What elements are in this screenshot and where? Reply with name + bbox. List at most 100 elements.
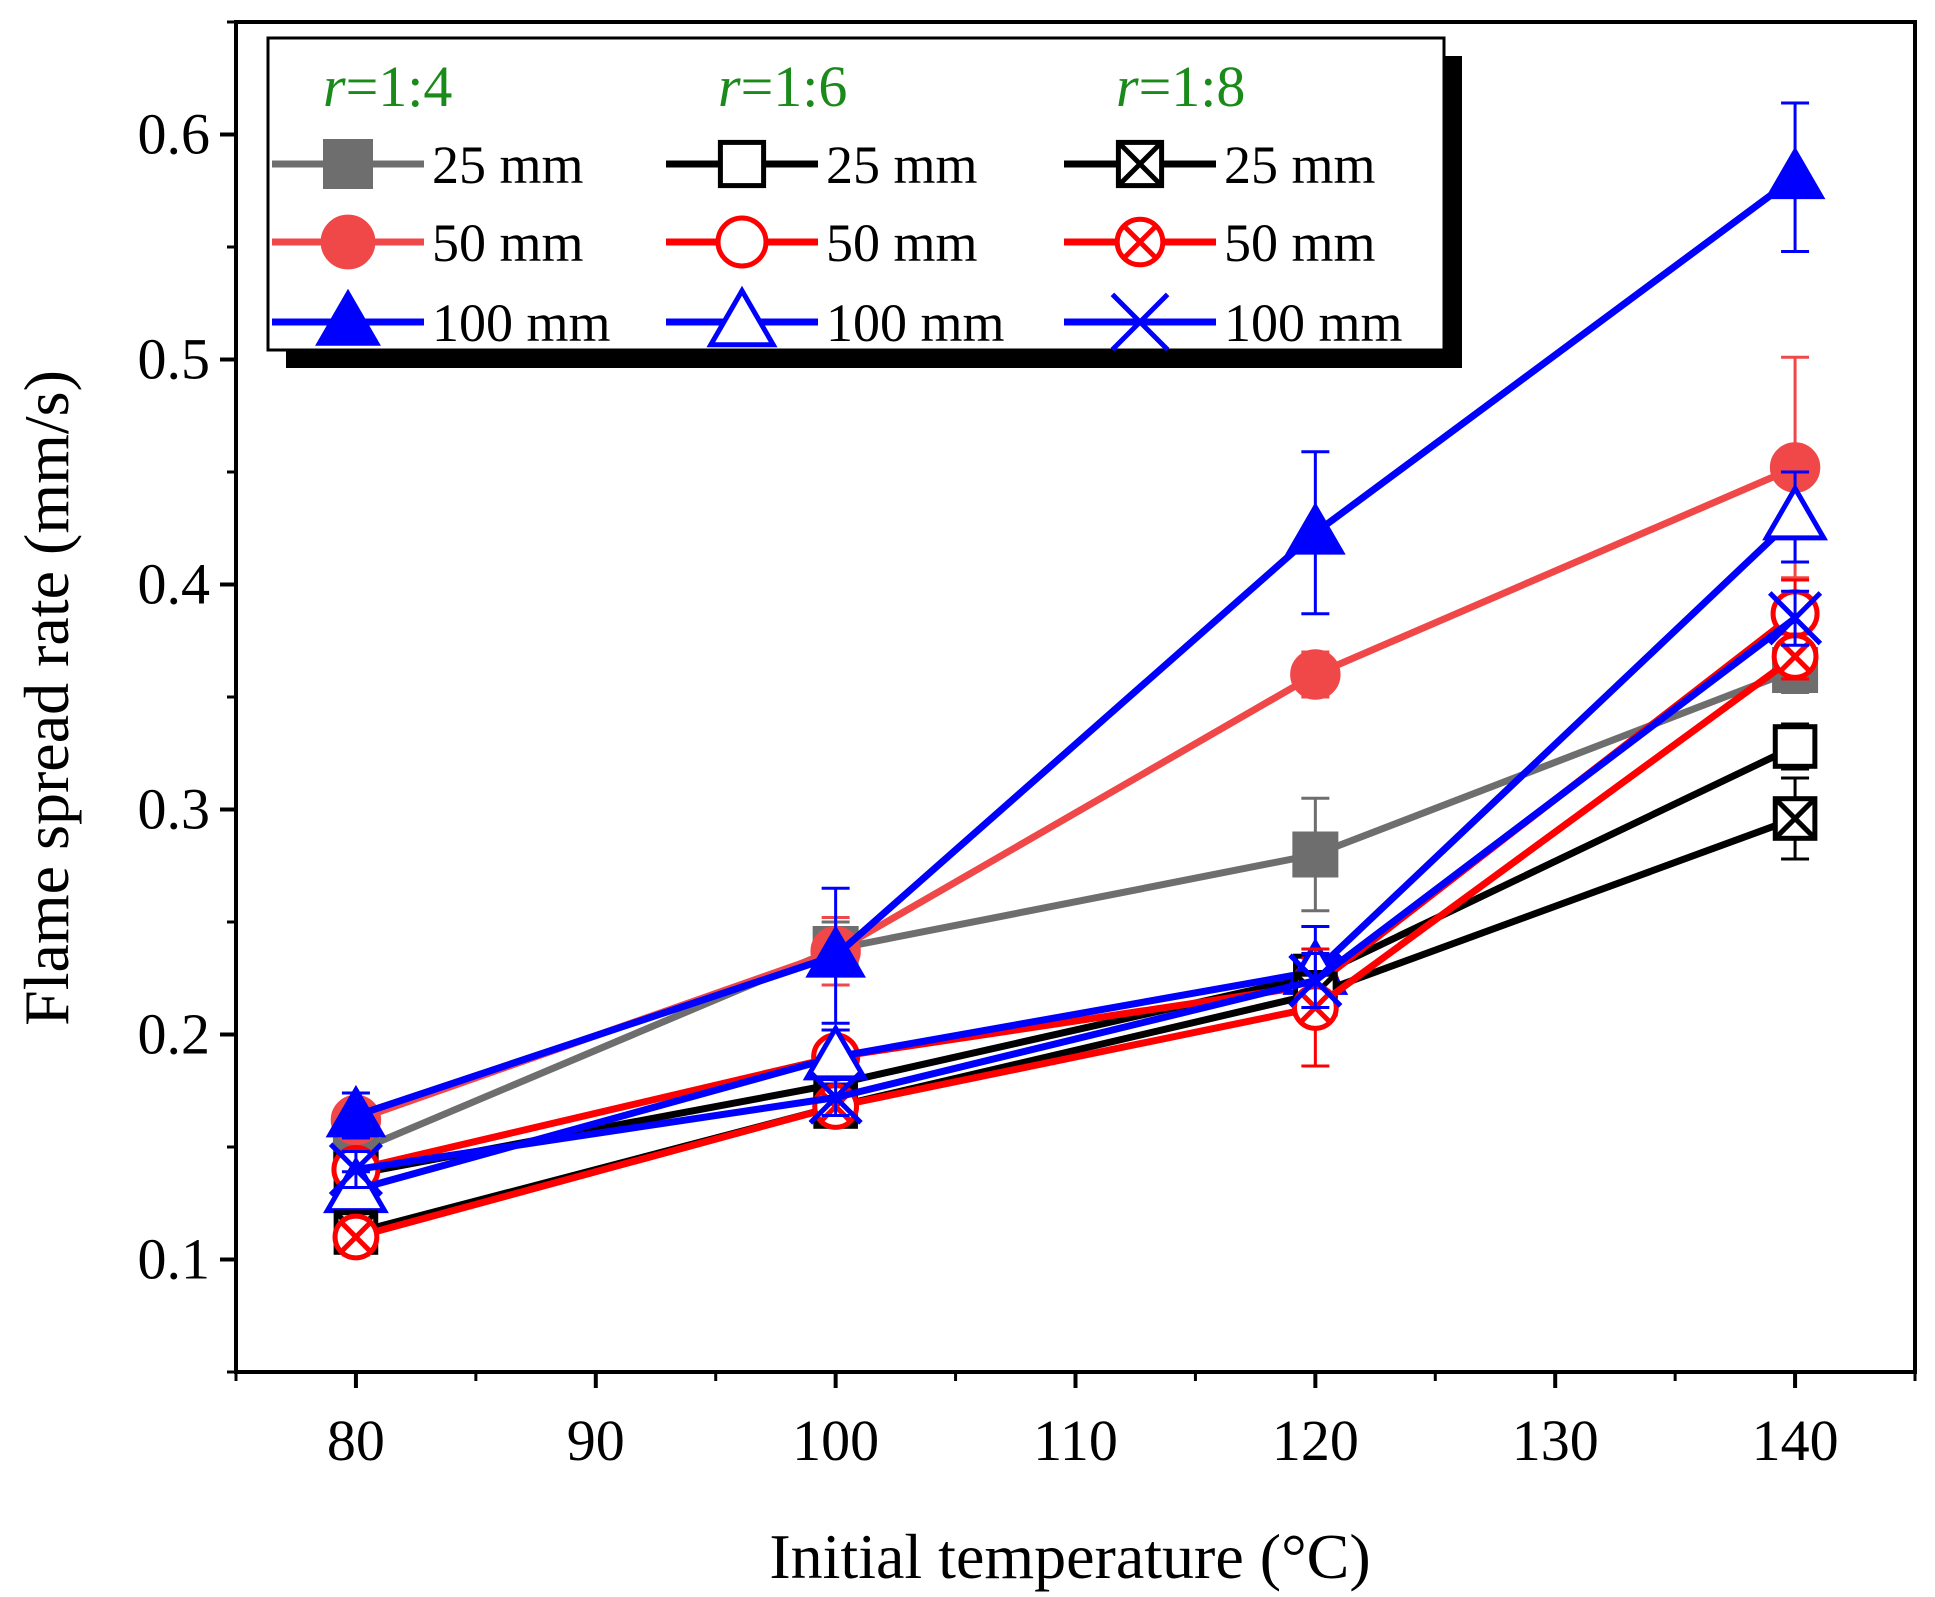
square-marker-shape	[323, 139, 373, 189]
triangle-marker-shape	[315, 288, 381, 346]
triangle-marker-shape	[325, 1084, 387, 1138]
legend-item: 50 mm	[1064, 213, 1376, 273]
y-tick-label: 0.2	[138, 1002, 211, 1067]
x-axis-title: Initial temperature (°C)	[769, 1521, 1370, 1592]
x-tick-label: 130	[1512, 1408, 1599, 1473]
legend-label: 100 mm	[432, 293, 611, 353]
data-point	[1768, 591, 1823, 646]
legend-item: 100 mm	[1064, 292, 1403, 353]
square-marker-shape	[1772, 724, 1818, 769]
legend-marker	[717, 139, 767, 189]
data-point	[1285, 502, 1346, 555]
triangle-marker-shape	[706, 285, 778, 348]
data-point	[1764, 146, 1826, 200]
legend-label: 50 mm	[432, 213, 584, 273]
data-point	[805, 925, 866, 978]
y-axis-title: Flame spread rate (mm/s)	[11, 370, 82, 1026]
cross-marker-shape	[1768, 591, 1823, 646]
y-tick-label: 0.1	[138, 1227, 211, 1292]
data-point	[1292, 831, 1339, 878]
x-tick-label: 100	[792, 1408, 879, 1473]
legend-marker	[1114, 216, 1166, 268]
cross-marker-shape	[1110, 292, 1170, 352]
legend-group-prefix: r	[1116, 54, 1139, 119]
cross-marker-shape	[1121, 223, 1159, 261]
cross-marker-shape	[1773, 796, 1817, 841]
circle-marker-shape	[715, 215, 769, 269]
x-tick-label: 80	[327, 1408, 385, 1473]
x-tick-label: 110	[1033, 1408, 1118, 1473]
cross-marker-shape	[1288, 953, 1343, 1008]
legend-group-ratio: =1:6	[741, 54, 848, 119]
series-line	[354, 666, 1797, 1155]
cross-marker-shape	[339, 1220, 373, 1254]
legend-marker	[715, 215, 769, 269]
legend-item: 25 mm	[666, 135, 978, 195]
legend-item: 25 mm	[1064, 135, 1376, 195]
x-tick-label: 120	[1272, 1408, 1359, 1473]
circle-marker-shape	[1290, 649, 1341, 700]
legend-group-prefix: r	[718, 54, 741, 119]
triangle-marker-shape	[1764, 146, 1826, 200]
series-line	[355, 743, 1797, 1178]
legend-marker	[320, 214, 376, 270]
data-point	[328, 1142, 383, 1197]
series-line	[354, 514, 1798, 1194]
series-line	[354, 174, 1798, 1119]
data-point	[325, 1084, 387, 1138]
legend-item: 50 mm	[272, 213, 584, 273]
legend-group-ratio: =1:4	[346, 54, 453, 119]
cross-marker-shape	[808, 1070, 863, 1125]
legend-group-ratio: =1:8	[1139, 54, 1246, 119]
triangle-marker-shape	[805, 925, 866, 978]
data-point	[808, 1070, 863, 1125]
legend-item: 50 mm	[666, 213, 978, 273]
series-line	[355, 653, 1798, 1241]
legend-marker	[1110, 292, 1170, 352]
cross-marker-shape	[1116, 140, 1164, 188]
data-point	[802, 1023, 869, 1081]
legend-group-title: r=1:4	[323, 54, 452, 119]
legend-label: 25 mm	[1224, 135, 1376, 195]
legend-label: 50 mm	[826, 213, 978, 273]
data-point	[332, 1213, 380, 1261]
triangle-marker-shape	[1285, 502, 1346, 555]
legend-item: 25 mm	[272, 135, 584, 195]
data-point	[1772, 796, 1818, 841]
axes: 80 90 100 110 120 130 140 0.1 0.2 0.3 0.4 0.5 0.6	[138, 20, 1917, 1473]
legend-item: 100 mm	[666, 285, 1005, 353]
series-layer	[322, 101, 1829, 1261]
legend-marker	[1115, 139, 1165, 189]
legend-group-prefix: r	[323, 54, 346, 119]
legend-marker	[706, 285, 778, 348]
legend-group-title: r=1:8	[1116, 54, 1245, 119]
triangle-marker-shape	[1762, 483, 1829, 541]
cross-marker-shape	[328, 1142, 383, 1197]
data-point	[1772, 724, 1818, 769]
series-line	[355, 615, 1798, 1173]
y-tick-label: 0.3	[138, 777, 211, 842]
square-marker-shape	[1292, 831, 1339, 878]
legend-marker	[323, 139, 373, 189]
data-point	[1762, 483, 1829, 541]
legend-item: 100 mm	[272, 288, 611, 353]
legend-label: 25 mm	[432, 135, 584, 195]
square-marker-shape	[717, 139, 767, 189]
x-tick-label: 140	[1752, 1408, 1839, 1473]
data-point	[1288, 953, 1343, 1008]
legend-box	[266, 36, 1446, 352]
legend-marker	[315, 288, 381, 346]
data-point	[1290, 649, 1341, 700]
legend-label: 100 mm	[1224, 293, 1403, 353]
y-tick-label: 0.5	[138, 327, 211, 392]
triangle-marker-shape	[802, 1023, 869, 1081]
circle-marker-shape	[320, 214, 376, 270]
legend-label: 100 mm	[826, 293, 1005, 353]
legend-label: 25 mm	[826, 135, 978, 195]
legend-label: 50 mm	[1224, 213, 1376, 273]
y-tick-label: 0.4	[138, 552, 211, 617]
legend-group-title: r=1:6	[718, 54, 847, 119]
